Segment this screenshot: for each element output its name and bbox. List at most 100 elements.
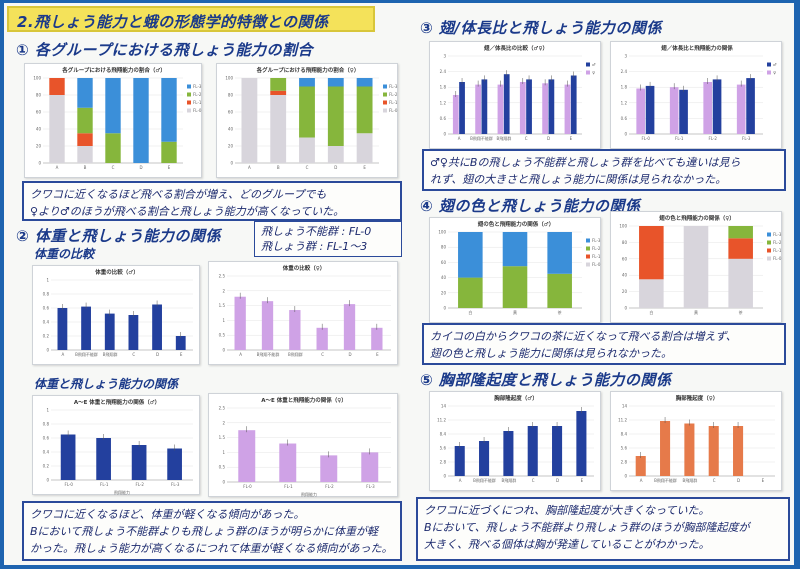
bar — [81, 306, 91, 350]
x-tick-label: A — [56, 165, 59, 170]
chart-title: A〜E 体重と飛翔能力の関係（♀） — [261, 396, 346, 404]
y-tick-label: 100 — [33, 76, 41, 81]
bar-segment — [502, 232, 528, 267]
x-tick-label: 白 — [649, 309, 653, 315]
bar — [703, 82, 712, 134]
y-tick-label: 0.2 — [43, 464, 50, 469]
section-3-heading: ③ 翅/体長比と飛しょう能力の関係 — [420, 19, 662, 37]
bar — [481, 79, 488, 134]
bar-segment — [270, 95, 287, 163]
x-tick-label: 茶 — [558, 309, 562, 315]
note-section-2: クワコに近くなるほど、体重が軽くなる傾向があった。 Bにおいて飛しょう不能群より… — [22, 501, 402, 561]
legend-label: FL-1 — [592, 254, 601, 259]
bar — [635, 456, 646, 476]
x-tick-label: A — [239, 352, 242, 357]
x-tick-label: A — [459, 478, 462, 483]
bar — [167, 448, 182, 480]
legend-label: FL-0 — [389, 108, 398, 113]
note-line: 大きく、飛べる個体は胸が発達していることがわかった。 — [424, 538, 710, 551]
x-tick-label: FL-0 — [65, 482, 74, 487]
y-tick-label: 100 — [438, 230, 446, 235]
y-tick-label: 1.5 — [219, 435, 226, 440]
bar-segment — [270, 90, 287, 95]
bar — [152, 304, 162, 350]
bar — [733, 426, 744, 476]
y-tick-label: 2 — [222, 288, 225, 293]
bar-segment — [356, 86, 373, 134]
bar — [479, 441, 490, 476]
chart-wing-color-male: 翅の色と飛翔能力の関係（♂） 0 20 40 60 80 100 白 黄 茶 FL-3 FL-2 FL-… — [429, 217, 601, 323]
bar-segment — [299, 78, 315, 87]
bar — [452, 95, 459, 134]
note-line: かった。飛しょう能力が高くなるにつれて体重が軽くなる傾向があった。 — [30, 542, 393, 555]
chart-title: 胸部隆起度（♀） — [676, 394, 719, 402]
chart-wing-color-female: 翅の色と飛翔能力の関係（♀） 0 20 40 60 80 100 白 黄 茶 FL-3 FL-2 FL-… — [610, 211, 782, 323]
y-tick-label: 0 — [38, 161, 41, 166]
note-line: れず、翅の大きさと飛しょう能力に関係は見られなかった。 — [430, 173, 727, 186]
bar-segment — [133, 78, 149, 163]
x-tick-label: FL-3 — [171, 482, 180, 487]
x-tick-label: B — [277, 165, 280, 170]
legend-label: FL-0 — [592, 262, 601, 267]
y-tick-label: 1 — [222, 450, 225, 455]
bar-segment — [356, 133, 373, 163]
x-tick-label: B飛翔不能群 — [75, 351, 98, 357]
x-tick-label: E — [581, 478, 584, 483]
legend-swatch — [767, 248, 771, 253]
x-tick-label: A — [61, 352, 64, 357]
bar — [684, 423, 695, 476]
bar — [261, 301, 274, 350]
bar-segment — [299, 137, 315, 163]
x-tick-label: C — [112, 165, 115, 170]
bar — [503, 74, 510, 134]
bar — [175, 336, 186, 350]
bar-segment — [327, 86, 344, 146]
x-tick-label: E — [762, 478, 765, 483]
x-tick-label: B飛翔群 — [288, 351, 303, 357]
y-tick-label: 14 — [441, 404, 447, 409]
y-tick-label: 0.6 — [43, 306, 50, 311]
y-tick-label: 0.6 — [440, 116, 447, 121]
note-line: カイコの白からクワコの茶に近くなって飛べる割合は増えず、 — [430, 330, 737, 343]
x-tick-label: D — [156, 352, 159, 357]
bar — [234, 296, 246, 350]
note-line: クワコに近づくにつれ、胸部隆起度が大きくなっていた。 — [424, 504, 710, 517]
legend-label: FL-2 — [389, 92, 398, 97]
y-tick-label: 0.2 — [43, 334, 50, 339]
bar — [238, 430, 256, 482]
note-line: ♂♀共にBの飛しょう不能群と飛しょう群を比べても違いは見ら — [430, 156, 741, 169]
bar — [712, 79, 722, 134]
y-tick-label: 0.5 — [219, 465, 226, 470]
chart-title: A〜E 体重と飛翔能力の関係（♂） — [74, 398, 160, 406]
legend-label: FL-1 — [389, 100, 398, 105]
section-5-heading: ⑤ 胸部隆起度と飛しょう能力の関係 — [420, 371, 672, 389]
bar-segment — [49, 78, 65, 95]
legend-label: FL-3 — [193, 84, 202, 89]
bar-segment — [639, 226, 664, 280]
legend-label: ♀ — [592, 70, 595, 75]
bar — [660, 421, 671, 476]
bar — [497, 84, 504, 134]
bar — [475, 84, 481, 134]
bar-segment — [77, 78, 93, 108]
bar — [548, 79, 555, 134]
x-tick-label: FL-1 — [100, 482, 109, 487]
x-tick-label: D — [334, 165, 337, 170]
y-tick-label: 40 — [228, 127, 234, 132]
y-tick-label: 5.6 — [440, 446, 447, 451]
legend-swatch — [767, 70, 771, 75]
bar-segment — [458, 277, 483, 308]
chart-weight-flight-female: A〜E 体重と飛翔能力の関係（♀） 0 0.5 1 1.5 2 2.5 FL-0 FL-1 FL-… — [208, 393, 398, 497]
chart-thorax-female: 胸部隆起度（♀） 0 2.8 5.6 8.4 11.2 14 A B飛翔不能群 B飛翔群 C D E — [610, 391, 782, 491]
chart-flight-ratio-male: 各グループにおける飛翔能力の割合（♂） 0 20 40 60 80 100 A B C D E FL-3… — [24, 63, 202, 178]
legend-swatch — [767, 240, 771, 245]
x-tick-label: D — [737, 478, 740, 483]
subheading-weight-comparison: 体重の比較 — [34, 247, 95, 261]
legend-label: ♂ — [592, 62, 596, 67]
x-tick-label: C — [525, 136, 528, 141]
legend-swatch — [383, 108, 387, 113]
y-tick-label: 80 — [441, 245, 447, 250]
y-tick-label: 8.4 — [440, 432, 447, 437]
y-tick-label: 0 — [624, 132, 627, 137]
bar-segment — [161, 78, 177, 142]
